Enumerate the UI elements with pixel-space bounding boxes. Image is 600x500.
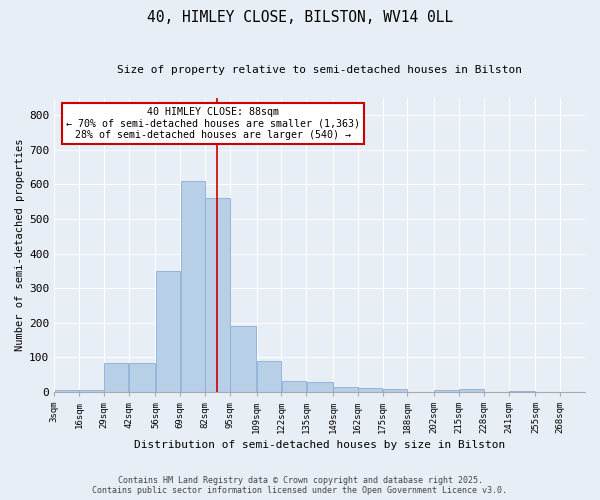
Bar bbox=[230, 326, 256, 392]
Bar bbox=[156, 271, 180, 392]
Bar bbox=[333, 386, 358, 392]
Bar bbox=[282, 382, 306, 392]
Text: Contains HM Land Registry data © Crown copyright and database right 2025.
Contai: Contains HM Land Registry data © Crown c… bbox=[92, 476, 508, 495]
Bar bbox=[79, 390, 104, 392]
Bar bbox=[104, 364, 128, 392]
Bar bbox=[55, 390, 79, 392]
Bar bbox=[307, 382, 333, 392]
Bar bbox=[257, 360, 281, 392]
Bar bbox=[181, 181, 205, 392]
Text: 40 HIMLEY CLOSE: 88sqm
← 70% of semi-detached houses are smaller (1,363)
28% of : 40 HIMLEY CLOSE: 88sqm ← 70% of semi-det… bbox=[67, 107, 361, 140]
Text: 40, HIMLEY CLOSE, BILSTON, WV14 0LL: 40, HIMLEY CLOSE, BILSTON, WV14 0LL bbox=[147, 10, 453, 25]
Bar bbox=[129, 364, 155, 392]
Y-axis label: Number of semi-detached properties: Number of semi-detached properties bbox=[15, 138, 25, 351]
Title: Size of property relative to semi-detached houses in Bilston: Size of property relative to semi-detach… bbox=[117, 65, 522, 75]
Bar bbox=[434, 390, 459, 392]
Bar bbox=[205, 198, 230, 392]
Bar bbox=[459, 389, 484, 392]
Bar bbox=[358, 388, 382, 392]
X-axis label: Distribution of semi-detached houses by size in Bilston: Distribution of semi-detached houses by … bbox=[134, 440, 505, 450]
Bar bbox=[509, 390, 535, 392]
Bar bbox=[383, 389, 407, 392]
